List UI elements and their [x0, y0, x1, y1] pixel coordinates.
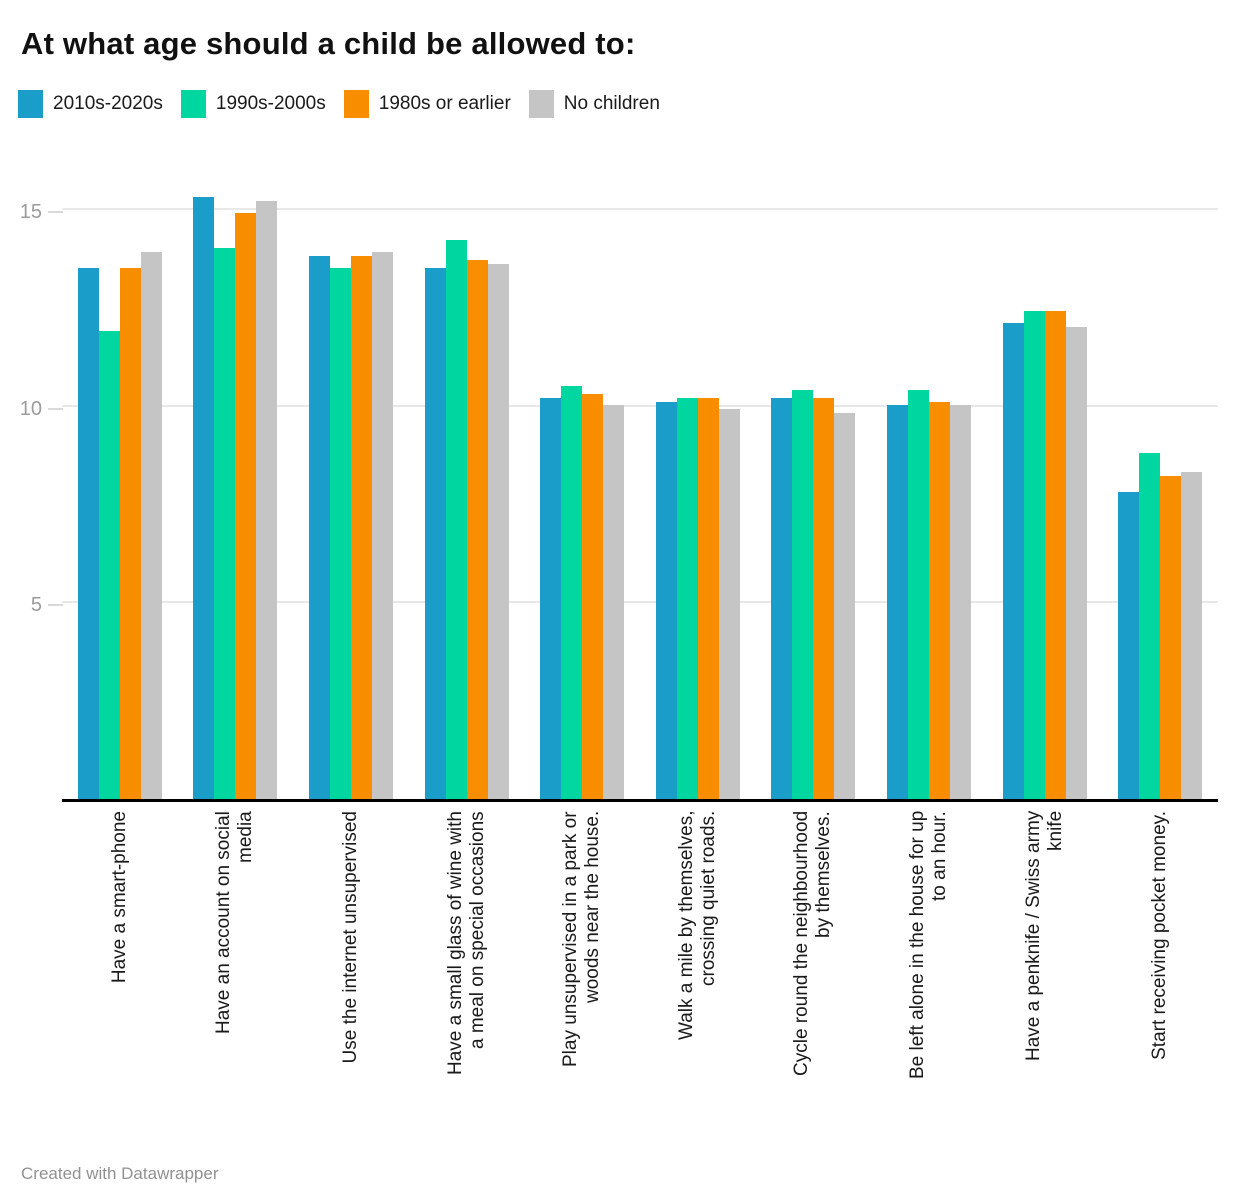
x-label: Be left alone in the house for up to an … — [906, 811, 950, 1080]
x-label-slot-1: Have an account on social media — [193, 811, 277, 1156]
bar — [235, 213, 257, 799]
bar — [193, 197, 215, 799]
legend-item-label: No children — [563, 93, 660, 114]
bar — [140, 252, 162, 799]
y-tick-label-10: 10 — [19, 397, 42, 420]
bar — [697, 398, 719, 799]
bar-group-5 — [655, 398, 740, 799]
plot-area — [62, 166, 1218, 802]
bar — [466, 260, 488, 799]
bar — [582, 394, 604, 799]
bar — [834, 413, 856, 799]
bar — [886, 405, 908, 799]
attribution-text: Created with Datawrapper — [21, 1164, 219, 1183]
bar — [1065, 327, 1087, 799]
legend-item-2: 1980s or earlier — [343, 90, 511, 118]
y-tick-mark — [48, 604, 63, 607]
bar — [98, 331, 120, 799]
bar — [603, 405, 625, 799]
bar-groups — [62, 166, 1218, 799]
bar — [487, 264, 509, 799]
bar — [813, 398, 835, 799]
legend-item-label: 1990s-2000s — [215, 93, 326, 114]
bar-group-3 — [424, 240, 509, 799]
bar — [350, 256, 372, 799]
chart-title: At what age should a child be allowed to… — [21, 26, 636, 61]
bar — [928, 402, 950, 799]
bar — [1002, 323, 1024, 799]
x-label-slot-5: Walk a mile by themselves, crossing quie… — [656, 811, 740, 1156]
y-tick-mark — [48, 407, 63, 410]
x-label-slot-3: Have a small glass of wine with a meal o… — [425, 811, 509, 1156]
x-label-slot-9: Start receiving pocket money. — [1118, 811, 1202, 1156]
legend-item-0: 2010s-2020s — [18, 90, 163, 118]
bar — [1023, 311, 1045, 799]
bar — [561, 386, 583, 799]
x-label-slot-6: Cycle round the neighbourhood by themsel… — [771, 811, 855, 1156]
bar — [1181, 472, 1203, 799]
bar — [655, 402, 677, 799]
bar — [77, 268, 99, 799]
x-label: Have a small glass of wine with a meal o… — [444, 811, 488, 1075]
legend-swatch-icon — [528, 90, 554, 118]
bar — [718, 409, 740, 799]
bar — [329, 268, 351, 799]
x-label: Use the internet unsupervised — [339, 811, 361, 1064]
x-label-slot-4: Play unsupervised in a park or woods nea… — [540, 811, 624, 1156]
x-label: Have a smart-phone — [108, 811, 130, 984]
bar — [424, 268, 446, 799]
x-label-slot-0: Have a smart-phone — [78, 811, 162, 1156]
x-label: Start receiving pocket money. — [1149, 811, 1171, 1060]
chart-area: 5 10 15 — [0, 166, 1240, 802]
bar — [907, 390, 929, 799]
bar-group-1 — [193, 197, 278, 799]
bar — [1118, 492, 1140, 799]
x-label: Have a penknife / Swiss army knife — [1022, 811, 1066, 1062]
x-label-slot-2: Use the internet unsupervised — [309, 811, 393, 1156]
x-axis-labels: Have a smart-phone Have an account on soc… — [62, 802, 1218, 1156]
legend-item-1: 1990s-2000s — [180, 90, 326, 118]
legend-item-3: No children — [528, 90, 660, 118]
bar — [949, 405, 971, 799]
legend-item-label: 2010s-2020s — [53, 93, 163, 114]
x-label: Walk a mile by themselves, crossing quie… — [675, 811, 719, 1041]
bar — [119, 268, 141, 799]
bar — [256, 201, 278, 799]
bar — [214, 248, 236, 799]
x-label: Cycle round the neighbourhood by themsel… — [791, 811, 835, 1077]
legend-swatch-icon — [343, 90, 369, 118]
bar — [1160, 476, 1182, 799]
bar — [445, 240, 467, 799]
x-label: Play unsupervised in a park or woods nea… — [560, 811, 604, 1067]
gridline-10 — [62, 404, 1218, 407]
x-label: Have an account on social media — [213, 811, 257, 1034]
bar — [371, 252, 393, 799]
legend-item-label: 1980s or earlier — [378, 93, 511, 114]
bar — [676, 398, 698, 799]
bar-group-4 — [540, 386, 625, 799]
legend: 2010s-2020s 1990s-2000s 1980s or earlier No… — [18, 90, 1240, 118]
bar-group-2 — [308, 252, 393, 799]
y-tick-label-5: 5 — [30, 594, 42, 617]
bar-group-6 — [771, 390, 856, 799]
x-label-slot-8: Have a penknife / Swiss army knife — [1003, 811, 1087, 1156]
y-tick-mark — [48, 210, 63, 213]
gridline-5 — [62, 601, 1218, 604]
bar — [771, 398, 793, 799]
x-label-slot-7: Be left alone in the house for up to an … — [887, 811, 971, 1156]
bar — [792, 390, 814, 799]
legend-swatch-icon — [180, 90, 206, 118]
bar-group-7 — [886, 390, 971, 799]
bar — [540, 398, 562, 799]
bar-group-8 — [1002, 311, 1087, 799]
bar — [1044, 311, 1066, 799]
legend-swatch-icon — [18, 90, 43, 118]
bar-group-0 — [77, 252, 162, 799]
gridline-15 — [62, 207, 1218, 210]
bar — [308, 256, 330, 799]
y-tick-label-15: 15 — [19, 200, 42, 223]
bar — [1139, 453, 1161, 799]
bar-group-9 — [1118, 453, 1203, 799]
